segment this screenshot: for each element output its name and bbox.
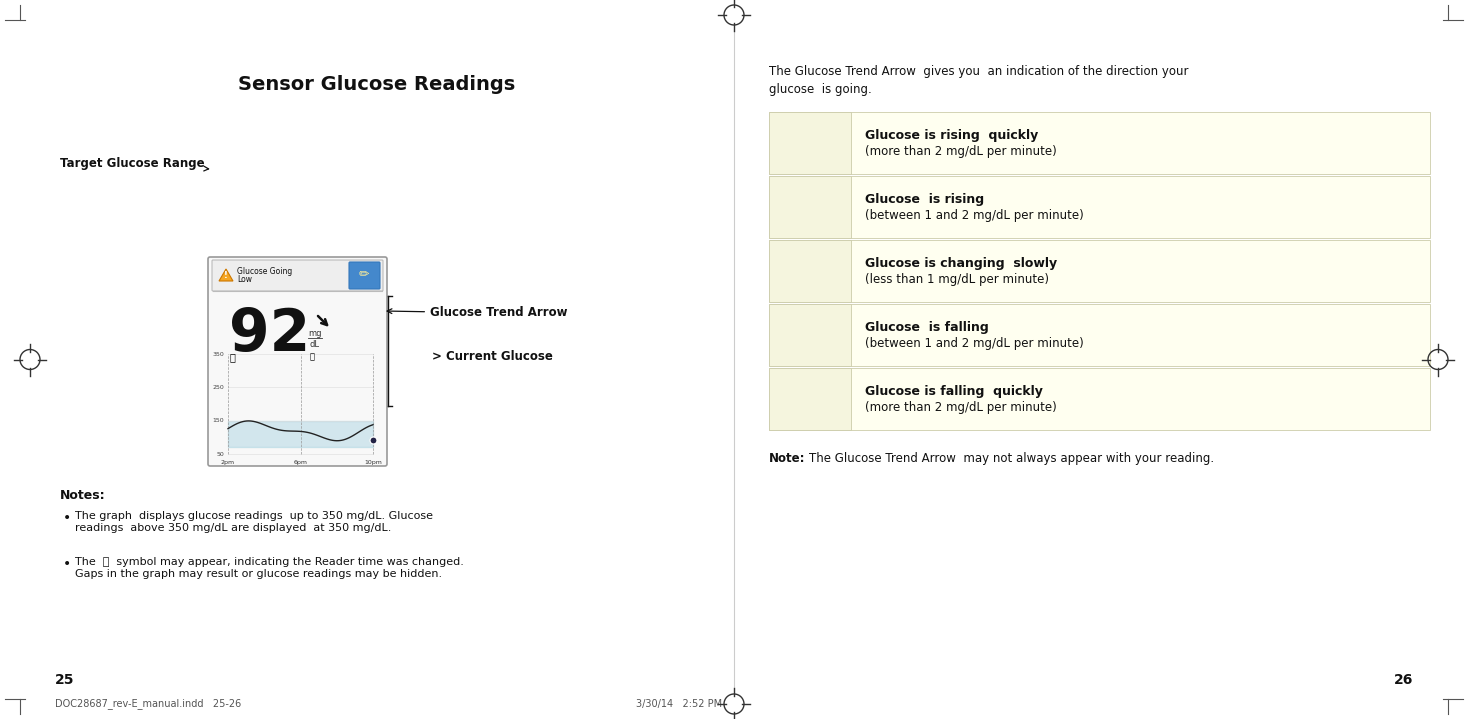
Bar <box>769 304 1430 366</box>
Text: dL: dL <box>310 340 320 349</box>
Text: 150: 150 <box>213 418 225 423</box>
Text: 💉: 💉 <box>310 352 314 361</box>
Text: 350: 350 <box>213 352 225 357</box>
Text: Target Glucose Range: Target Glucose Range <box>60 157 208 171</box>
Bar <box>769 176 851 238</box>
Text: The Glucose Trend Arrow  gives you  an indication of the direction your: The Glucose Trend Arrow gives you an ind… <box>769 65 1189 78</box>
Text: > Current Glucose: > Current Glucose <box>432 349 553 362</box>
Text: The Glucose Trend Arrow  may not always appear with your reading.: The Glucose Trend Arrow may not always a… <box>809 452 1214 465</box>
Bar <box>769 368 1430 430</box>
Text: ✏: ✏ <box>358 268 370 282</box>
Text: (between 1 and 2 mg/dL per minute): (between 1 and 2 mg/dL per minute) <box>865 209 1083 222</box>
Text: 26: 26 <box>1393 673 1414 687</box>
Text: Glucose is falling  quickly: Glucose is falling quickly <box>865 385 1042 398</box>
Text: Low: Low <box>236 275 252 285</box>
Text: DOC28687_rev-E_manual.indd   25-26: DOC28687_rev-E_manual.indd 25-26 <box>54 698 241 709</box>
Text: 10pm: 10pm <box>364 460 382 465</box>
Text: (less than 1 mg/dL per minute): (less than 1 mg/dL per minute) <box>865 273 1050 286</box>
FancyBboxPatch shape <box>211 260 383 291</box>
Bar <box>769 240 1430 302</box>
Text: 6pm: 6pm <box>294 460 307 465</box>
Polygon shape <box>219 269 233 281</box>
Bar <box>769 240 851 302</box>
Text: Sensor Glucose Readings: Sensor Glucose Readings <box>238 75 515 94</box>
Text: Glucose Going: Glucose Going <box>236 267 292 275</box>
Bar <box>769 368 851 430</box>
Text: (more than 2 mg/dL per minute): (more than 2 mg/dL per minute) <box>865 145 1057 158</box>
Text: Glucose  is rising: Glucose is rising <box>865 193 984 206</box>
Bar <box>769 304 851 366</box>
Text: 250: 250 <box>213 385 225 390</box>
Text: Glucose  is falling: Glucose is falling <box>865 321 989 334</box>
Bar <box>769 112 1430 174</box>
Text: !: ! <box>225 272 228 280</box>
Text: Notes:: Notes: <box>60 489 106 502</box>
Text: mg: mg <box>308 329 321 338</box>
Text: (between 1 and 2 mg/dL per minute): (between 1 and 2 mg/dL per minute) <box>865 337 1083 350</box>
Text: Glucose Trend Arrow: Glucose Trend Arrow <box>388 306 568 319</box>
Text: •: • <box>63 557 72 571</box>
Text: •: • <box>63 511 72 525</box>
Text: 50: 50 <box>216 452 225 457</box>
Text: 🍎: 🍎 <box>229 352 235 362</box>
Text: (more than 2 mg/dL per minute): (more than 2 mg/dL per minute) <box>865 401 1057 414</box>
Text: The graph  displays glucose readings  up to 350 mg/dL. Glucose
readings  above 3: The graph displays glucose readings up t… <box>75 511 433 533</box>
FancyBboxPatch shape <box>208 257 388 466</box>
Text: Glucose is rising  quickly: Glucose is rising quickly <box>865 129 1038 142</box>
Bar <box>769 176 1430 238</box>
Text: 92: 92 <box>229 306 311 363</box>
Text: The  ⌚  symbol may appear, indicating the Reader time was changed.
Gaps in the g: The ⌚ symbol may appear, indicating the … <box>75 557 464 579</box>
Bar <box>769 112 851 174</box>
Text: 3/30/14   2:52 PM: 3/30/14 2:52 PM <box>636 699 722 709</box>
Text: Glucose is changing  slowly: Glucose is changing slowly <box>865 257 1057 270</box>
Text: 25: 25 <box>54 673 75 687</box>
FancyBboxPatch shape <box>349 262 380 289</box>
Text: glucose  is going.: glucose is going. <box>769 83 872 96</box>
Text: 2pm: 2pm <box>222 460 235 465</box>
Text: Note:: Note: <box>769 452 806 465</box>
